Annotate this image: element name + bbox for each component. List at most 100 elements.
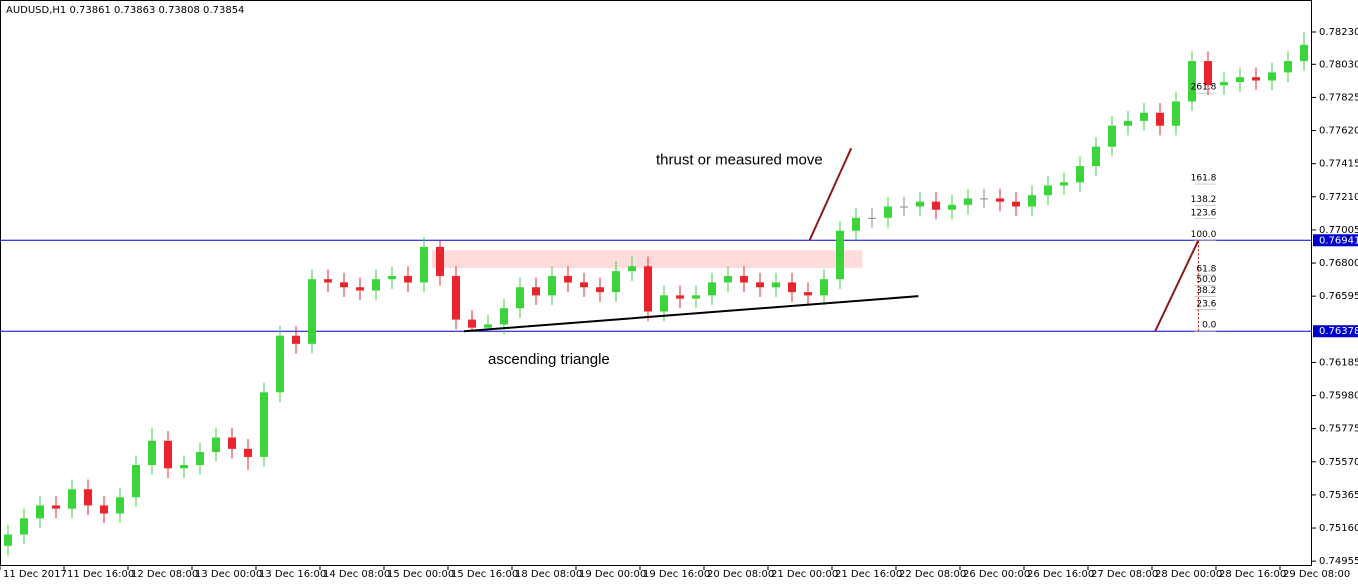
y-tick-label: 0.75365 [1319,490,1358,501]
candle-body [228,437,236,449]
candle-body [500,308,508,325]
candle-body [932,201,940,210]
price-label-box [1313,234,1358,247]
candle-body [900,206,908,208]
x-tick-label: 15 Dec 16:00 [451,569,518,580]
candle-body [196,452,204,466]
candle-body [516,287,524,309]
candle-body [820,279,828,296]
candle-body [292,335,300,344]
price-label-box [1313,325,1358,338]
candle-body [84,489,92,506]
candle-body [308,279,316,344]
candle-body [644,266,652,312]
x-tick-label: 11 Dec 16:00 [67,569,134,580]
candle-body [708,282,716,296]
price-label: 0.76378 [1319,326,1358,337]
candle-body [1172,101,1180,126]
candle-body [148,440,156,466]
candle-body [356,287,364,291]
x-tick-label: 28 Dec 16:00 [1219,569,1286,580]
fibo-label: 61.8 [1196,265,1216,275]
candle-body [404,275,412,283]
candle-body [1236,77,1244,83]
candle-body [468,319,476,328]
x-tick-label: 21 Dec 16:00 [835,569,902,580]
y-tick-label: 0.75570 [1319,457,1358,468]
x-tick-label: 13 Dec 00:00 [195,569,262,580]
candle-body [1028,195,1036,207]
x-tick-label: 21 Dec 00:00 [771,569,838,580]
candle-body [852,217,860,231]
y-tick-label: 0.76185 [1319,357,1358,368]
y-tick-label: 0.75160 [1319,523,1358,534]
candle-body [772,282,780,288]
fibo-label: 0.0 [1202,321,1217,331]
candle-body [132,465,140,498]
candle-body [1140,112,1148,121]
candle-body [724,275,732,283]
x-tick-label: 12 Dec 08:00 [131,569,198,580]
candle-body [52,505,60,509]
candle-body [1044,185,1052,196]
candle-body [1300,44,1308,62]
trendline [808,147,853,241]
candle-body [1204,61,1212,86]
x-tick-label: 26 Dec 00:00 [963,569,1030,580]
candle-body [1012,201,1020,207]
y-tick-label: 0.76800 [1319,258,1358,269]
candle-body [68,489,76,509]
candle-body [996,198,1004,202]
x-tick-label: 27 Dec 08:00 [1091,569,1158,580]
candle-body [1156,112,1164,126]
y-tick-label: 0.78230 [1319,27,1358,38]
x-tick-label: 19 Dec 16:00 [643,569,710,580]
fibo-label: 23.6 [1196,299,1216,309]
x-tick-label: 22 Dec 08:00 [899,569,966,580]
y-tick-label: 0.77825 [1319,92,1358,103]
y-tick-label: 0.75980 [1319,391,1358,402]
candle-body [836,230,844,280]
trendline [1154,239,1200,332]
fibo-label: 161.8 [1191,174,1217,184]
candle-body [1252,77,1260,81]
y-tick-label: 0.77005 [1319,225,1358,236]
candle-body [884,206,892,218]
x-tick-label: 26 Dec 16:00 [1027,569,1094,580]
candle-body [740,275,748,283]
candle-body [212,437,220,453]
candle-body [116,497,124,514]
fibo-label: 38.2 [1196,286,1216,296]
candle-body [260,392,268,457]
x-tick-label: 14 Dec 08:00 [323,569,390,580]
candle-body [36,505,44,519]
candle-body [20,518,28,535]
fibo-label: 138.2 [1191,195,1217,205]
candle-body [868,217,876,219]
zone-rectangle [432,250,863,269]
candle-body [788,282,796,293]
plot-frame [0,0,1312,566]
candle-body [804,292,812,296]
candle-body [1060,182,1068,186]
x-tick-label: 18 Dec 08:00 [515,569,582,580]
annotation: thrust or measured move [656,151,823,168]
candle-body [564,275,572,283]
candle-body [964,198,972,205]
candle-body [980,198,988,200]
x-tick-label: 15 Dec 00:00 [387,569,454,580]
fibo-label: 123.6 [1191,208,1217,218]
candle-body [596,287,604,293]
candle-body [276,335,284,393]
y-tick-label: 0.76595 [1319,291,1358,302]
candle-body [244,448,252,457]
candle-body [948,204,956,210]
fibo-label: 261.8 [1191,83,1217,93]
x-tick-label: 19 Dec 00:00 [579,569,646,580]
fibo-label: 50.0 [1196,275,1216,285]
candle-body [1268,72,1276,81]
fibo-label: 100.0 [1191,230,1217,240]
y-tick-label: 0.77210 [1319,192,1358,203]
candle-body [1220,82,1228,86]
